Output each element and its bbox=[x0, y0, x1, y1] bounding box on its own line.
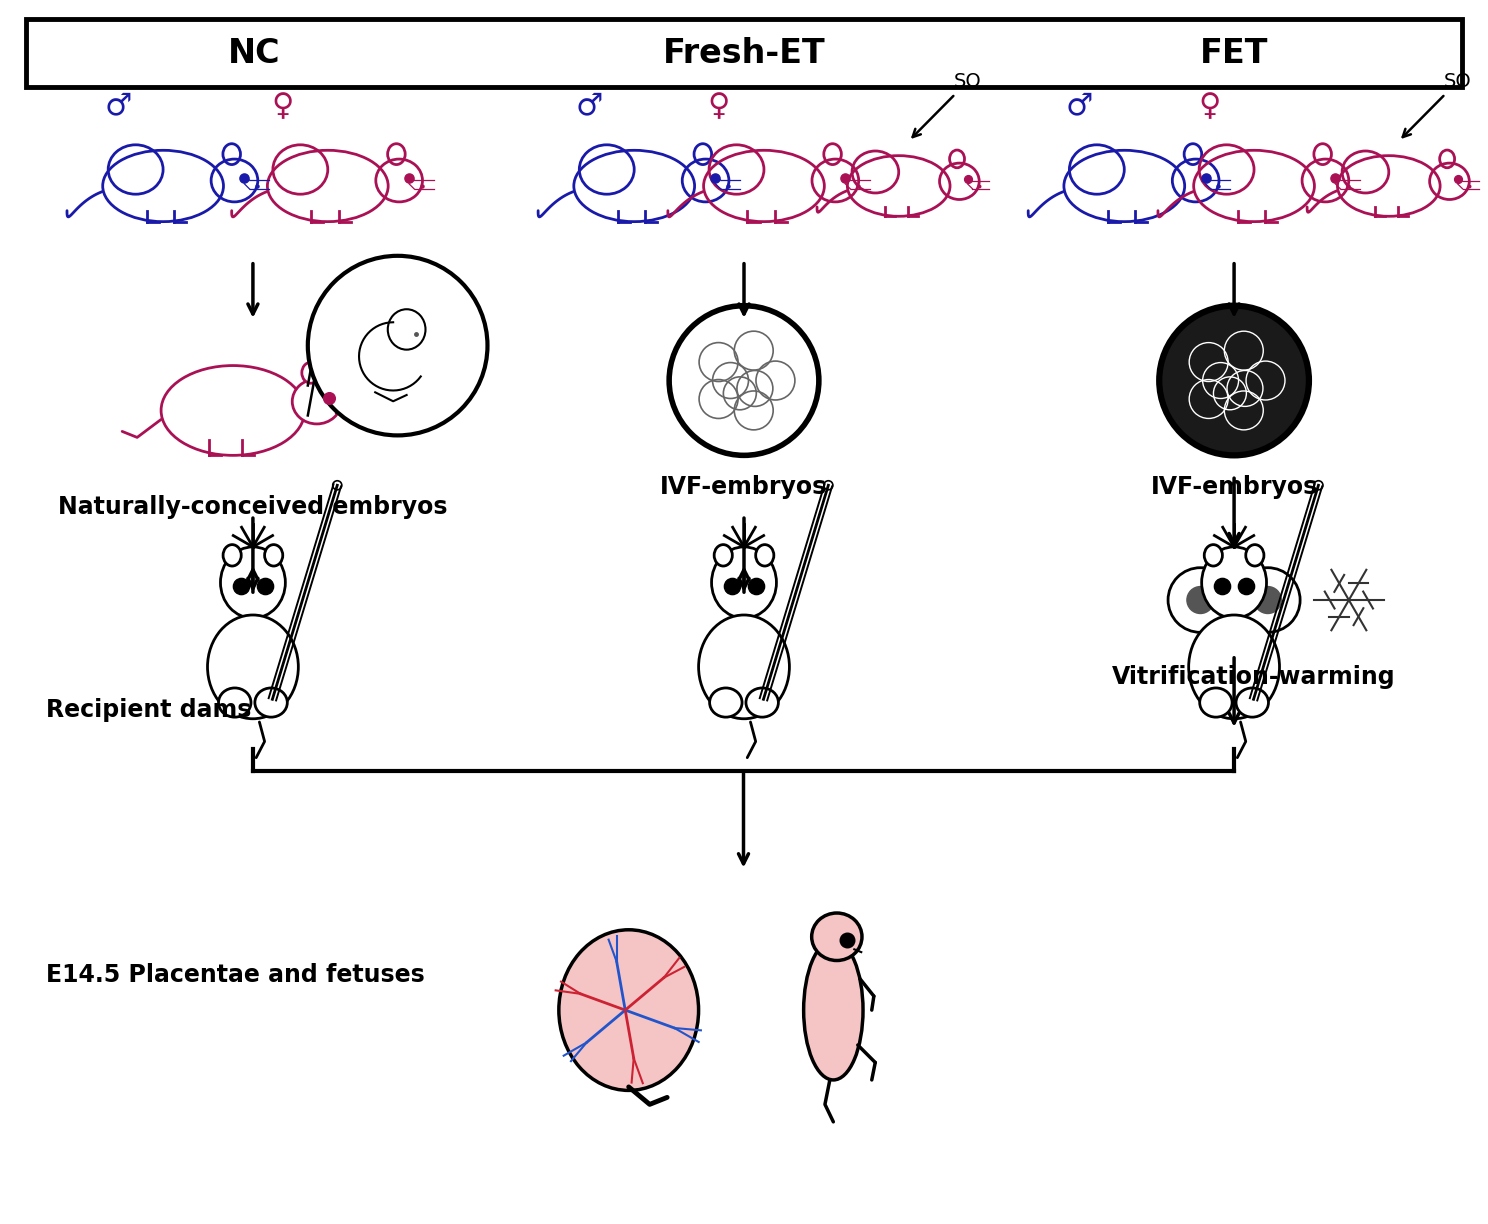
Text: ♀: ♀ bbox=[272, 92, 295, 121]
Ellipse shape bbox=[1204, 545, 1223, 565]
Text: ♂: ♂ bbox=[104, 92, 132, 121]
Ellipse shape bbox=[220, 547, 286, 618]
Text: SO: SO bbox=[912, 72, 982, 137]
Text: ♀: ♀ bbox=[708, 92, 731, 121]
Ellipse shape bbox=[745, 688, 778, 717]
Ellipse shape bbox=[559, 930, 698, 1091]
Text: NC: NC bbox=[228, 37, 280, 70]
Ellipse shape bbox=[1199, 688, 1232, 717]
Ellipse shape bbox=[711, 547, 777, 618]
Ellipse shape bbox=[254, 688, 287, 717]
Text: SO: SO bbox=[1403, 72, 1472, 137]
Text: ♂: ♂ bbox=[1065, 92, 1094, 121]
Ellipse shape bbox=[161, 366, 305, 455]
Circle shape bbox=[308, 256, 488, 436]
Ellipse shape bbox=[1245, 545, 1263, 565]
Circle shape bbox=[1235, 568, 1301, 633]
FancyBboxPatch shape bbox=[27, 20, 1461, 87]
Circle shape bbox=[670, 306, 818, 455]
Text: FET: FET bbox=[1199, 37, 1268, 70]
Text: ♀: ♀ bbox=[1198, 92, 1220, 121]
Ellipse shape bbox=[292, 379, 341, 424]
Ellipse shape bbox=[302, 362, 320, 383]
Ellipse shape bbox=[811, 913, 862, 961]
Text: Vitrification-warming: Vitrification-warming bbox=[1112, 665, 1396, 689]
Text: ♂: ♂ bbox=[576, 92, 603, 121]
Circle shape bbox=[1187, 586, 1214, 613]
Ellipse shape bbox=[1189, 614, 1280, 718]
Text: IVF-embryos: IVF-embryos bbox=[1150, 475, 1318, 499]
Text: Recipient dams: Recipient dams bbox=[46, 698, 251, 722]
Ellipse shape bbox=[714, 545, 732, 565]
Ellipse shape bbox=[710, 688, 743, 717]
Text: E14.5 Placentae and fetuses: E14.5 Placentae and fetuses bbox=[46, 963, 426, 988]
Ellipse shape bbox=[207, 614, 298, 718]
Ellipse shape bbox=[265, 545, 283, 565]
Text: Fresh-ET: Fresh-ET bbox=[662, 37, 826, 70]
Ellipse shape bbox=[698, 614, 790, 718]
Text: IVF-embryos: IVF-embryos bbox=[661, 475, 827, 499]
Ellipse shape bbox=[1202, 547, 1266, 618]
Circle shape bbox=[1254, 586, 1281, 613]
Ellipse shape bbox=[219, 688, 251, 717]
Ellipse shape bbox=[223, 545, 241, 565]
Ellipse shape bbox=[756, 545, 774, 565]
Ellipse shape bbox=[804, 940, 863, 1080]
Circle shape bbox=[1168, 568, 1232, 633]
Circle shape bbox=[1159, 306, 1309, 455]
Text: Naturally-conceived embryos: Naturally-conceived embryos bbox=[58, 496, 448, 519]
Ellipse shape bbox=[1237, 688, 1268, 717]
